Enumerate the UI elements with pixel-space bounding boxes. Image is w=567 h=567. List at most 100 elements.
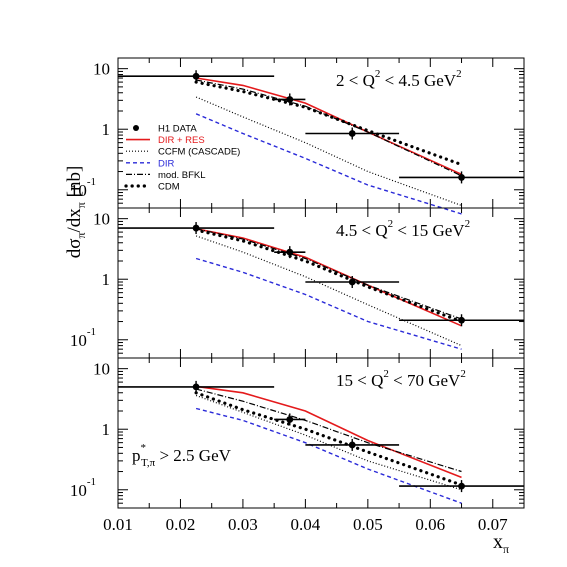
q2-label-sup: 2 <box>383 368 389 380</box>
x-axis: 0.01 0.02 0.03 0.04 0.05 0.06 0.07 <box>103 515 508 534</box>
y-label-base: dσ <box>64 239 85 259</box>
q2-label-sup: 2 <box>375 68 381 80</box>
data-point <box>192 72 200 80</box>
x-tick-label: 0.03 <box>228 515 258 534</box>
q2-label-sup2: 2 <box>465 218 471 230</box>
x-label-sub: π <box>503 542 509 556</box>
y-tick-label-base: 10 <box>93 210 110 229</box>
curve-mod-bfkl <box>195 79 462 177</box>
data-point <box>348 278 356 286</box>
data-point <box>286 96 294 103</box>
q2-label-sup: 2 <box>388 218 394 230</box>
q2-label-sup2: 2 <box>456 68 462 80</box>
curve-dir-res <box>195 228 462 327</box>
q2-range-label: 4.5 < Q2 < 15 GeV2 <box>336 218 470 240</box>
curve-ccfm-cascade <box>195 394 462 491</box>
panel-frame <box>117 357 525 509</box>
curve-dir <box>195 113 462 215</box>
x-tick-label: 0.01 <box>103 515 133 534</box>
data-point <box>286 248 294 256</box>
y-tick-label-base: 1 <box>102 120 111 139</box>
y-tick-label-exp: -1 <box>87 326 96 338</box>
legend-label: CCFM (CASCADE) <box>158 147 240 158</box>
q2-label-post: < 70 GeV <box>389 371 461 390</box>
curve-ccfm-cascade <box>195 235 462 347</box>
curve-mod-bfkl <box>195 228 462 320</box>
x-label-base: x <box>493 531 503 553</box>
y-tick-label: 1 <box>102 420 111 439</box>
data-point <box>348 441 356 449</box>
data-point <box>458 174 465 181</box>
y-tick-label-base: 1 <box>102 270 111 289</box>
pt-cut-label: p* T,π > 2.5 GeV <box>132 442 232 469</box>
legend-entry-dir-res: DIR + RES <box>126 135 205 146</box>
y-label-sub2: π <box>74 202 88 208</box>
y-label-mid: /dx <box>64 208 85 233</box>
legend-label: mod. BFKL <box>158 170 206 181</box>
curve-cdm <box>194 391 464 487</box>
data-point <box>286 416 294 423</box>
pt-cut-prefix: p <box>132 446 141 465</box>
curve-ccfm-cascade <box>195 96 462 207</box>
y-axis-label: dσπ/dxπ [nb] <box>64 166 88 259</box>
curve-dir <box>195 257 462 350</box>
legend-entry-h1-data: H1 DATA <box>133 124 197 135</box>
y-tick-label: 10 <box>93 210 110 229</box>
data-point <box>458 482 465 490</box>
y-tick-label-base: 10 <box>70 481 87 500</box>
legend-label: DIR <box>158 158 175 169</box>
q2-label-pre: 4.5 < Q <box>336 221 388 240</box>
pt-cut-sup: * <box>141 442 147 454</box>
y-tick-label: 10-1 <box>70 476 96 500</box>
x-axis-label: xπ <box>493 531 509 556</box>
curve-dir-res <box>195 77 462 176</box>
legend-entry-ccfm-cascade: CCFM (CASCADE) <box>126 147 240 158</box>
pt-cut-rest: > 2.5 GeV <box>155 446 231 465</box>
x-tick-label: 0.02 <box>166 515 196 534</box>
legend-entry-cdm: CDM <box>124 182 180 193</box>
legend-entry-mod-bfkl: mod. BFKL <box>126 170 206 181</box>
data-point <box>458 316 465 324</box>
legend-label: CDM <box>158 182 180 193</box>
y-tick-label: 10-1 <box>70 176 96 200</box>
x-tick-label: 0.04 <box>291 515 321 534</box>
curve-cdm <box>194 228 464 324</box>
y-tick-label-base: 10 <box>70 331 87 350</box>
y-label-unit: [nb] <box>64 166 85 202</box>
q2-range-label: 15 < Q2 < 70 GeV2 <box>336 368 466 390</box>
curve-dir <box>195 407 462 504</box>
y-tick-label-exp: -1 <box>87 176 96 188</box>
y-tick-label-base: 10 <box>70 181 87 200</box>
data-point <box>348 130 356 137</box>
y-tick-label: 1 <box>102 270 111 289</box>
x-tick-label: 0.06 <box>415 515 445 534</box>
legend-entry-dir: DIR <box>126 158 175 169</box>
y-tick-label-exp: -1 <box>87 476 96 488</box>
curve-dir-res <box>195 385 462 479</box>
y-tick-label-base: 10 <box>93 60 110 79</box>
curve-cdm <box>194 80 464 167</box>
legend-marker <box>133 125 139 131</box>
q2-range-label: 2 < Q2 < 4.5 GeV2 <box>336 68 462 90</box>
legend-label: H1 DATA <box>158 124 197 135</box>
q2-label-sup2: 2 <box>460 368 466 380</box>
y-tick-label-base: 1 <box>102 420 111 439</box>
y-tick-label: 1 <box>102 120 111 139</box>
q2-label-pre: 2 < Q <box>336 71 375 90</box>
y-tick-label: 10-1 <box>70 326 96 350</box>
data-point <box>192 224 200 232</box>
y-label-sub1: π <box>74 232 88 238</box>
y-tick-label: 10 <box>93 60 110 79</box>
x-tick-label: 0.05 <box>353 515 383 534</box>
q2-label-post: < 4.5 GeV <box>380 71 456 90</box>
y-tick-label: 10 <box>93 360 110 379</box>
x-tick-label: 0.07 <box>478 515 508 534</box>
y-tick-label-base: 10 <box>93 360 110 379</box>
pt-cut-sub: T,π <box>141 457 156 469</box>
